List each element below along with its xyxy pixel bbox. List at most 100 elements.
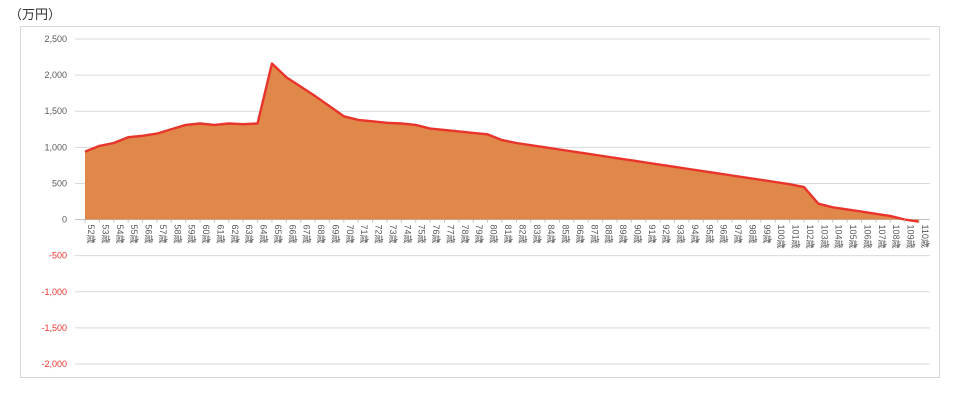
x-tick-label: 79歳 bbox=[474, 225, 485, 244]
x-tick-label: 88歳 bbox=[604, 225, 615, 244]
data-point bbox=[630, 159, 632, 161]
x-tick-label: 102歳 bbox=[805, 225, 816, 249]
data-point bbox=[674, 166, 676, 168]
x-tick-label: 87歳 bbox=[589, 225, 600, 244]
data-point bbox=[285, 76, 287, 78]
series-line bbox=[84, 62, 920, 223]
data-point bbox=[343, 115, 345, 117]
x-tick-label: 86歳 bbox=[575, 225, 586, 244]
data-point bbox=[889, 215, 891, 217]
data-point bbox=[257, 123, 259, 125]
data-point bbox=[271, 63, 273, 65]
x-tick-label: 61歳 bbox=[215, 225, 226, 244]
data-point bbox=[731, 175, 733, 177]
y-tick-label: -500 bbox=[49, 251, 67, 261]
x-tick-label: 74歳 bbox=[402, 225, 413, 244]
x-tick-label: 56歳 bbox=[144, 225, 155, 244]
data-point bbox=[688, 168, 690, 170]
x-tick-label: 58歳 bbox=[172, 225, 183, 244]
data-point bbox=[170, 128, 172, 130]
y-tick-label: 500 bbox=[52, 178, 67, 188]
x-tick-label: 54歳 bbox=[115, 225, 126, 244]
x-tick-label: 101歳 bbox=[791, 225, 802, 249]
y-axis-unit-label: （万円） bbox=[9, 7, 62, 22]
plot-area bbox=[84, 62, 920, 223]
x-tick-label: 77歳 bbox=[445, 225, 456, 244]
x-tick-label: 78歳 bbox=[460, 225, 471, 244]
x-tick-label: 66歳 bbox=[287, 225, 298, 244]
x-tick-label: 71歳 bbox=[359, 225, 370, 244]
data-point bbox=[98, 145, 100, 147]
y-tick-label: -1,000 bbox=[41, 287, 67, 297]
x-tick-label: 52歳 bbox=[86, 225, 97, 244]
data-point bbox=[127, 136, 129, 138]
data-point bbox=[789, 183, 791, 185]
x-tick-label: 103歳 bbox=[819, 225, 830, 249]
x-tick-label: 85歳 bbox=[561, 225, 572, 244]
data-point bbox=[429, 128, 431, 130]
data-point bbox=[357, 119, 359, 121]
x-tick-label: 73歳 bbox=[388, 225, 399, 244]
x-tick-label: 68歳 bbox=[316, 225, 327, 244]
x-tick-label: 100歳 bbox=[776, 225, 787, 249]
data-point bbox=[745, 177, 747, 179]
x-tick-label: 82歳 bbox=[517, 225, 528, 244]
x-tick-label: 80歳 bbox=[489, 225, 500, 244]
data-point bbox=[84, 151, 86, 153]
x-tick-label: 105歳 bbox=[848, 225, 859, 249]
data-point bbox=[645, 162, 647, 164]
y-tick-label: 1,500 bbox=[44, 106, 67, 116]
data-point bbox=[573, 151, 575, 153]
x-tick-label: 95歳 bbox=[704, 225, 715, 244]
x-tick-label: 90歳 bbox=[632, 225, 643, 244]
x-tick-label: 84歳 bbox=[546, 225, 557, 244]
data-point bbox=[803, 186, 805, 188]
x-tick-label: 97歳 bbox=[733, 225, 744, 244]
x-tick-label: 108歳 bbox=[891, 225, 902, 249]
data-point bbox=[113, 142, 115, 144]
x-tick-label: 89歳 bbox=[618, 225, 629, 244]
data-point bbox=[242, 123, 244, 125]
data-point bbox=[458, 130, 460, 132]
data-point bbox=[774, 181, 776, 183]
x-tick-label: 81歳 bbox=[503, 225, 514, 244]
data-point bbox=[199, 123, 201, 125]
x-tick-label: 76歳 bbox=[431, 225, 442, 244]
y-tick-label: -1,500 bbox=[41, 323, 67, 333]
x-tick-label: 64歳 bbox=[259, 225, 270, 244]
data-point bbox=[846, 208, 848, 210]
x-tick-label: 109歳 bbox=[906, 225, 917, 249]
y-tick-label: -2,000 bbox=[41, 359, 67, 369]
x-tick-label: 62歳 bbox=[230, 225, 241, 244]
data-point bbox=[530, 144, 532, 146]
data-point bbox=[443, 129, 445, 131]
x-tick-label: 93歳 bbox=[676, 225, 687, 244]
data-point bbox=[415, 124, 417, 126]
y-axis: 2,500 2,000 1,500 1,000 500 0 -500 -1,000 -1,500… bbox=[41, 34, 67, 369]
x-tick-label: 70歳 bbox=[345, 225, 356, 244]
data-point bbox=[472, 132, 474, 134]
data-point bbox=[875, 213, 877, 215]
data-point bbox=[400, 123, 402, 125]
x-tick-label: 55歳 bbox=[129, 225, 140, 244]
x-tick-label: 94歳 bbox=[690, 225, 701, 244]
data-point bbox=[817, 203, 819, 205]
series-area bbox=[85, 63, 919, 222]
data-point bbox=[559, 149, 561, 151]
data-point bbox=[142, 135, 144, 137]
x-tick-label: 92歳 bbox=[661, 225, 672, 244]
x-tick-label: 57歳 bbox=[158, 225, 169, 244]
x-tick-label: 67歳 bbox=[302, 225, 313, 244]
x-tick-label: 69歳 bbox=[330, 225, 341, 244]
x-tick-label: 104歳 bbox=[834, 225, 845, 249]
x-tick-label: 72歳 bbox=[374, 225, 385, 244]
data-point bbox=[314, 95, 316, 97]
x-tick-label: 107歳 bbox=[877, 225, 888, 249]
x-tick-label: 91歳 bbox=[647, 225, 658, 244]
data-point bbox=[760, 179, 762, 181]
y-tick-label: 2,500 bbox=[44, 34, 67, 44]
x-tick-label: 60歳 bbox=[201, 225, 212, 244]
data-point bbox=[487, 133, 489, 135]
x-tick-label: 75歳 bbox=[417, 225, 428, 244]
